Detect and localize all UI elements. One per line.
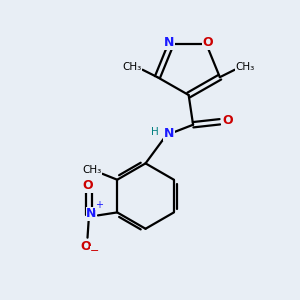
Text: CH₃: CH₃ <box>82 165 102 175</box>
Text: N: N <box>86 207 97 220</box>
Text: +: + <box>95 200 104 210</box>
Text: CH₃: CH₃ <box>236 62 255 72</box>
Text: O: O <box>82 179 93 192</box>
Text: O: O <box>202 37 213 50</box>
Text: CH₃: CH₃ <box>122 62 142 72</box>
Text: H: H <box>151 127 159 137</box>
Text: N: N <box>164 127 174 140</box>
Text: O: O <box>81 239 91 253</box>
Text: −: − <box>90 246 100 256</box>
Text: N: N <box>164 37 175 50</box>
Text: O: O <box>222 114 232 127</box>
